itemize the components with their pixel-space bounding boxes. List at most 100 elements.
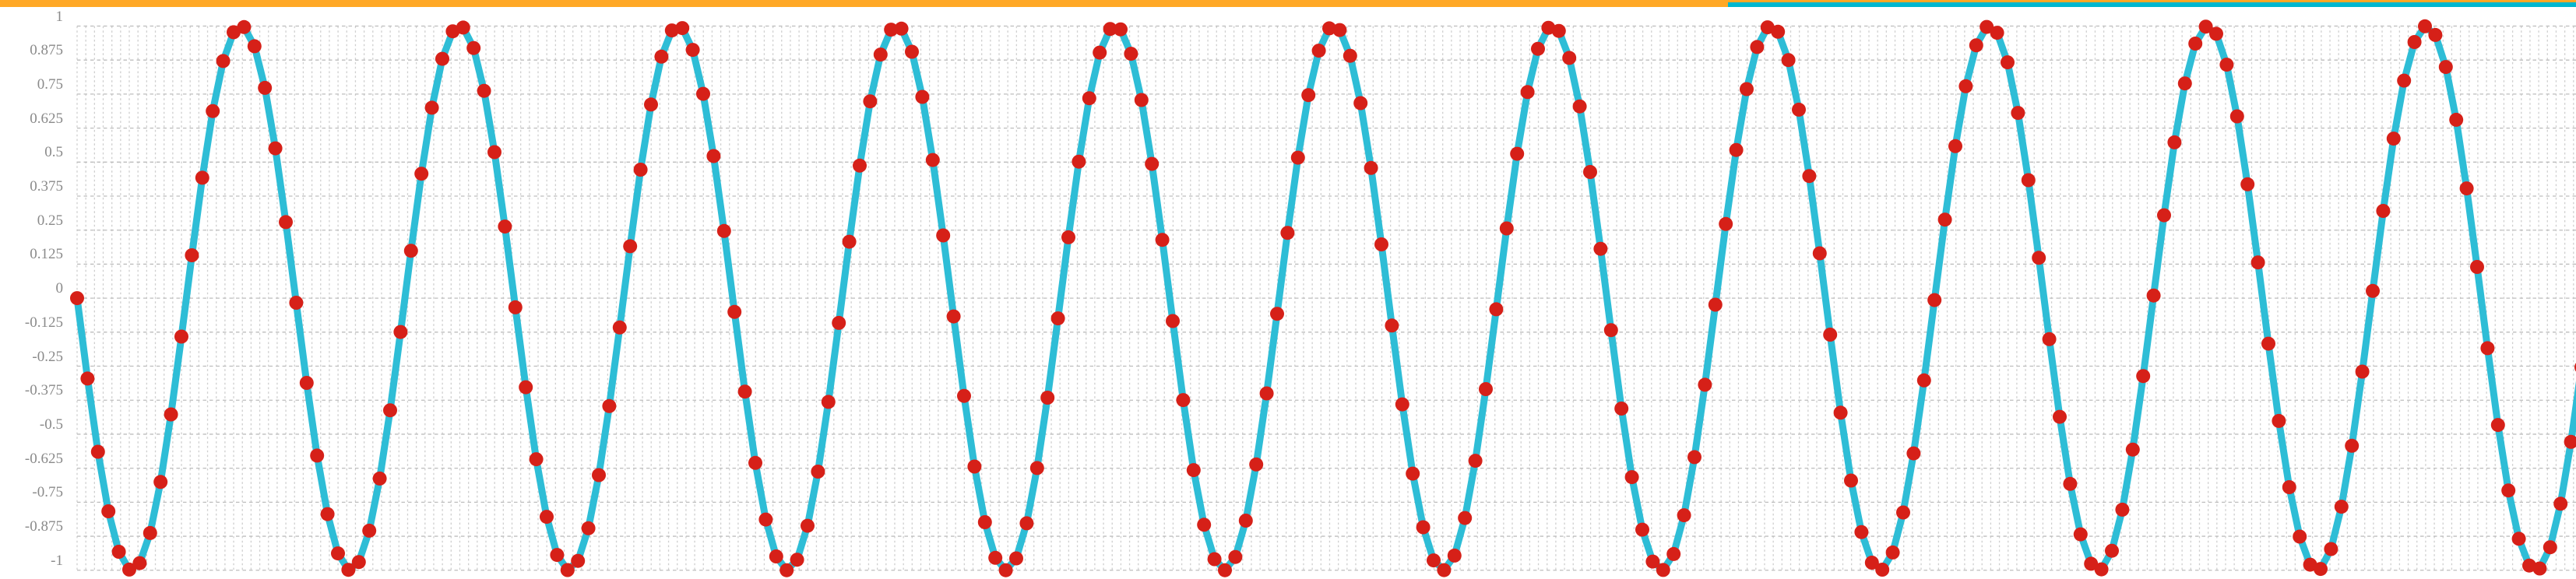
data-point-marker [1614, 402, 1629, 416]
data-point-marker [1103, 22, 1117, 37]
data-point-marker [2564, 434, 2576, 449]
data-point-marker [2490, 418, 2505, 433]
data-point-marker [1906, 446, 1921, 461]
data-point-marker [2209, 26, 2223, 41]
data-point-marker [1937, 212, 1952, 227]
data-point-marker [1698, 377, 1712, 392]
data-point-marker [2240, 177, 2255, 191]
data-point-marker [2282, 480, 2296, 494]
top-orange-strip [0, 0, 2576, 2]
data-point-marker [2386, 132, 2401, 146]
data-point-marker [1719, 216, 1733, 231]
data-point-marker [1019, 516, 1034, 531]
data-point-marker [1009, 551, 1023, 566]
data-point-marker [2021, 173, 2036, 188]
data-point-marker [560, 563, 575, 577]
data-point-marker [946, 309, 961, 324]
data-point-marker [2105, 543, 2119, 558]
data-point-marker [1916, 373, 1931, 388]
data-point-marker [1666, 546, 1681, 561]
data-point-marker [310, 448, 325, 463]
data-point-marker [1854, 525, 1869, 539]
data-point-marker [519, 380, 533, 395]
data-point-marker [1812, 246, 1827, 261]
data-point-marker [540, 510, 554, 525]
data-point-marker [2042, 332, 2057, 346]
data-point-marker [1520, 85, 1535, 100]
data-point-marker [1353, 96, 1368, 111]
data-point-marker [2063, 476, 2078, 491]
data-point-marker [1980, 19, 1994, 34]
data-point-marker [2428, 27, 2443, 42]
progress-remaining-segment[interactable] [1728, 2, 2576, 7]
data-point-marker [383, 403, 397, 418]
data-point-marker [1833, 405, 1848, 420]
data-point-marker [811, 465, 825, 479]
data-point-marker [915, 89, 930, 104]
data-point-marker [341, 563, 356, 577]
data-point-marker [487, 145, 501, 160]
data-point-marker [1677, 508, 1691, 523]
data-point-marker [1280, 226, 1295, 240]
data-point-marker [571, 553, 586, 568]
data-point-marker [320, 507, 335, 521]
data-point-marker [602, 398, 617, 413]
data-point-marker [195, 170, 209, 185]
data-point-marker [143, 525, 157, 540]
data-point-marker [1093, 45, 1107, 60]
data-point-marker [1792, 102, 1806, 117]
data-point-marker [550, 548, 565, 563]
data-point-marker [2146, 288, 2161, 303]
data-point-marker [111, 545, 126, 559]
data-point-marker [957, 388, 971, 403]
data-point-marker [185, 248, 199, 262]
data-point-marker [1322, 21, 1336, 36]
data-point-marker [498, 219, 512, 234]
data-point-marker [2250, 255, 2265, 270]
data-point-marker [1479, 382, 1493, 396]
data-point-marker [2167, 135, 2182, 149]
data-point-marker [1990, 26, 2004, 40]
data-point-marker [1166, 314, 1180, 328]
data-point-marker [623, 239, 638, 254]
data-point-marker [2397, 73, 2412, 88]
data-point-marker [1437, 563, 1452, 577]
data-point-marker [1948, 139, 1962, 153]
data-point-marker [1583, 165, 1597, 179]
data-point-marker [2376, 204, 2391, 218]
data-point-marker [1927, 293, 1942, 307]
data-point-marker [737, 384, 752, 399]
data-point-marker [529, 452, 544, 467]
progress-scrollbar[interactable] [0, 2, 2576, 7]
data-point-marker [2188, 37, 2203, 51]
data-point-marker [1750, 40, 1765, 54]
data-point-marker [1395, 397, 1409, 412]
data-point-marker [2553, 497, 2568, 511]
progress-filled-segment[interactable] [0, 2, 1728, 7]
data-point-marker [1218, 563, 1232, 577]
data-point-marker [779, 563, 794, 577]
data-point-marker [2053, 409, 2067, 424]
data-point-marker [132, 556, 147, 570]
data-point-marker [456, 20, 470, 35]
data-point-marker [362, 523, 377, 538]
data-point-marker [289, 296, 304, 310]
data-point-marker [832, 315, 846, 330]
data-point-marker [925, 153, 940, 167]
data-point-marker [206, 104, 220, 118]
data-point-marker [2198, 19, 2213, 34]
data-point-marker [2011, 106, 2025, 121]
data-point-marker [1645, 554, 1660, 569]
data-point-marker [90, 444, 105, 459]
data-point-marker [1447, 548, 1462, 563]
data-point-marker [477, 83, 491, 98]
data-point-marker [351, 555, 366, 570]
data-point-marker [894, 21, 909, 36]
data-point-marker [1249, 457, 1264, 472]
data-point-marker [435, 51, 449, 66]
data-point-marker [2032, 251, 2046, 265]
data-point-marker [769, 549, 783, 563]
data-point-marker [1259, 386, 1274, 401]
data-point-marker [884, 23, 899, 37]
